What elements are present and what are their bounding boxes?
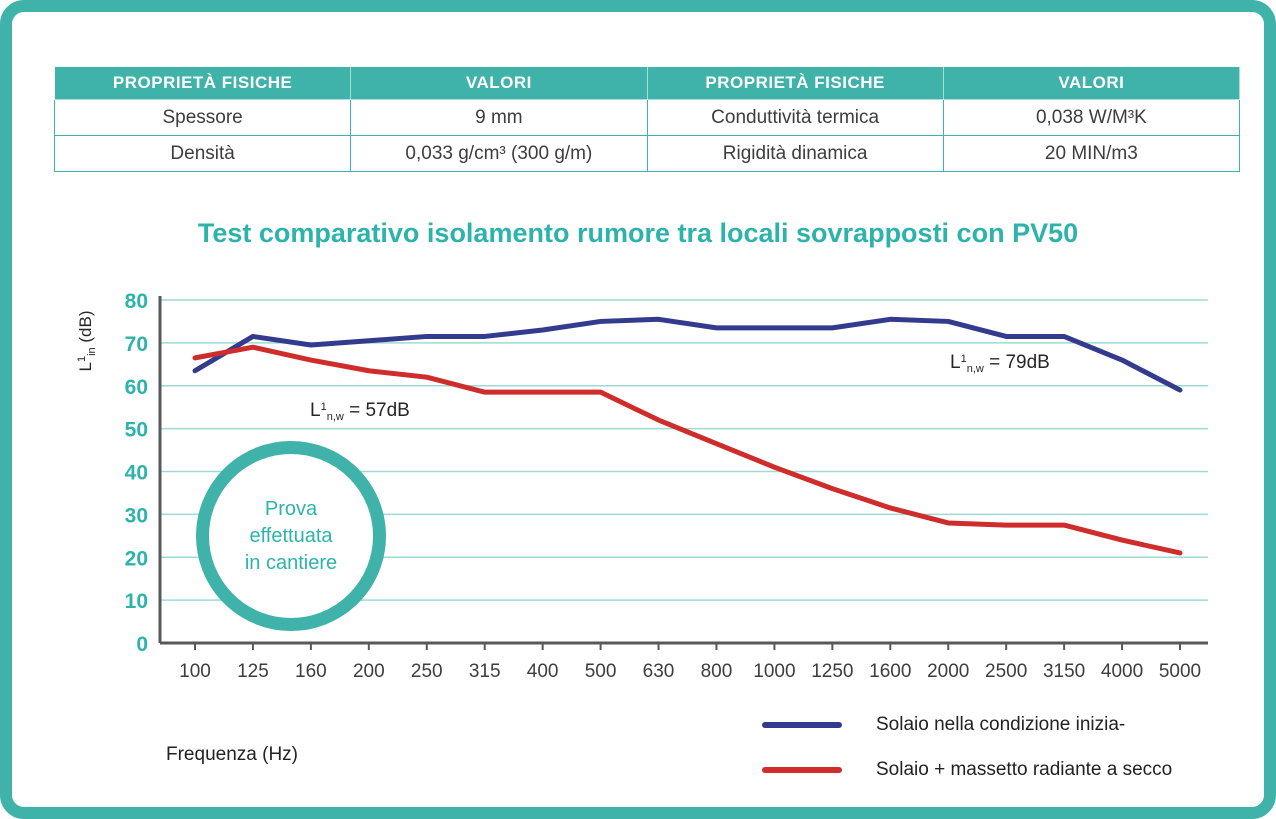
x-tick-label: 3150 [1043,661,1085,682]
x-tick-label: 5000 [1159,661,1201,682]
y-tick-label: 30 [125,504,148,527]
table-cell: 9 mm [350,99,648,136]
annotation-sup: 1 [960,353,967,365]
series-line-0 [192,316,1183,393]
line-chart-plot: 0 10 20 30 40 50 60 70 80 100 125 160 200 250 315 400 50… [125,290,1208,682]
x-tick-label: 4000 [1101,661,1143,682]
y-axis-label-sub: in [86,347,98,356]
x-tick-label: 160 [295,661,327,682]
x-tick-label: 400 [527,661,559,682]
y-axis-label-rest: (dB) [76,310,95,348]
x-tick-label: 630 [643,661,675,682]
chart-legend: Solaio nella condizione inizia- Solaio +… [762,712,1172,802]
x-tick-label: 250 [411,661,443,682]
chart-title: Test comparativo isolamento rumore tra l… [197,218,1079,248]
y-tick-label: 0 [136,633,148,656]
x-tick-label: 2500 [985,661,1027,682]
legend-item: Solaio + massetto radiante a secco [762,757,1172,783]
annotation-lnw-79: L1n,w = 79dB [950,352,1050,375]
table-cell: Rigidità dinamica [646,135,944,172]
x-tick-label: 1000 [753,661,795,682]
y-axis-label: L1in (dB) [76,280,98,402]
y-axis-label-sup: 1 [76,355,88,363]
annotation-rest: = 79dB [983,352,1050,373]
legend-swatch-blue [762,722,842,728]
series-line-1 [192,344,1183,556]
y-tick-label: 20 [125,547,148,570]
x-tick-label: 1250 [811,661,853,682]
x-tick-label: 100 [179,661,211,682]
site-test-badge: Prova effettuata in cantiere [196,441,386,631]
table-cell: 0,038 W/M³K [942,99,1241,136]
x-tick-label: 2000 [927,661,969,682]
x-tick-label: 125 [237,661,269,682]
annotation-prefix: L [310,400,321,421]
table-header-cell: PROPRIETÀ FISICHE [646,66,944,100]
table-cell: 20 MIN/m3 [942,135,1241,172]
table-header-cell: PROPRIETÀ FISICHE [53,66,352,100]
y-tick-label: 70 [125,333,148,356]
table-row: Spessore 9 mm Conduttività termica 0,038… [53,99,1241,136]
properties-table: PROPRIETÀ FISICHE VALORI PROPRIETÀ FISIC… [53,66,1241,172]
y-tick-label: 10 [125,590,148,613]
x-tick-label: 1600 [869,661,911,682]
annotation-lnw-57: L1n,w = 57dB [310,400,410,423]
table-cell: Densità [53,135,352,172]
table-cell: Conduttività termica [646,99,944,136]
annotation-sup: 1 [320,401,327,413]
table-cell: 0,033 g/cm³ (300 g/m) [350,135,648,172]
y-axis-label-prefix: L [76,362,95,372]
legend-label: Solaio + massetto radiante a secco [876,759,1173,780]
table-header-cell: VALORI [350,66,648,100]
badge-line: Prova [264,497,318,520]
annotation-sub: n,w [966,363,984,375]
table-header-row: PROPRIETÀ FISICHE VALORI PROPRIETÀ FISIC… [53,66,1241,100]
x-tick-label: 800 [701,661,733,682]
annotation-prefix: L [950,352,961,373]
table-cell: Spessore [53,99,352,136]
y-tick-label: 60 [125,376,148,399]
y-tick-label: 50 [125,419,148,442]
legend-label: Solaio nella condizione inizia- [876,714,1126,735]
x-tick-label: 315 [469,661,501,682]
badge-line: effettuata [249,524,333,547]
x-axis-title: Frequenza (Hz) [166,744,298,765]
badge-line: in cantiere [244,551,338,574]
annotation-rest: = 57dB [343,400,410,421]
annotation-sub: n,w [326,411,344,423]
x-tick-label: 500 [585,661,617,682]
y-tick-label: 80 [125,290,148,313]
legend-item: Solaio nella condizione inizia- [762,712,1172,738]
x-tick-label: 200 [353,661,385,682]
table-header-cell: VALORI [942,66,1241,100]
table-row: Densità 0,033 g/cm³ (300 g/m) Rigidità d… [53,135,1241,172]
y-tick-label: 40 [125,462,148,485]
legend-swatch-red [762,767,842,773]
